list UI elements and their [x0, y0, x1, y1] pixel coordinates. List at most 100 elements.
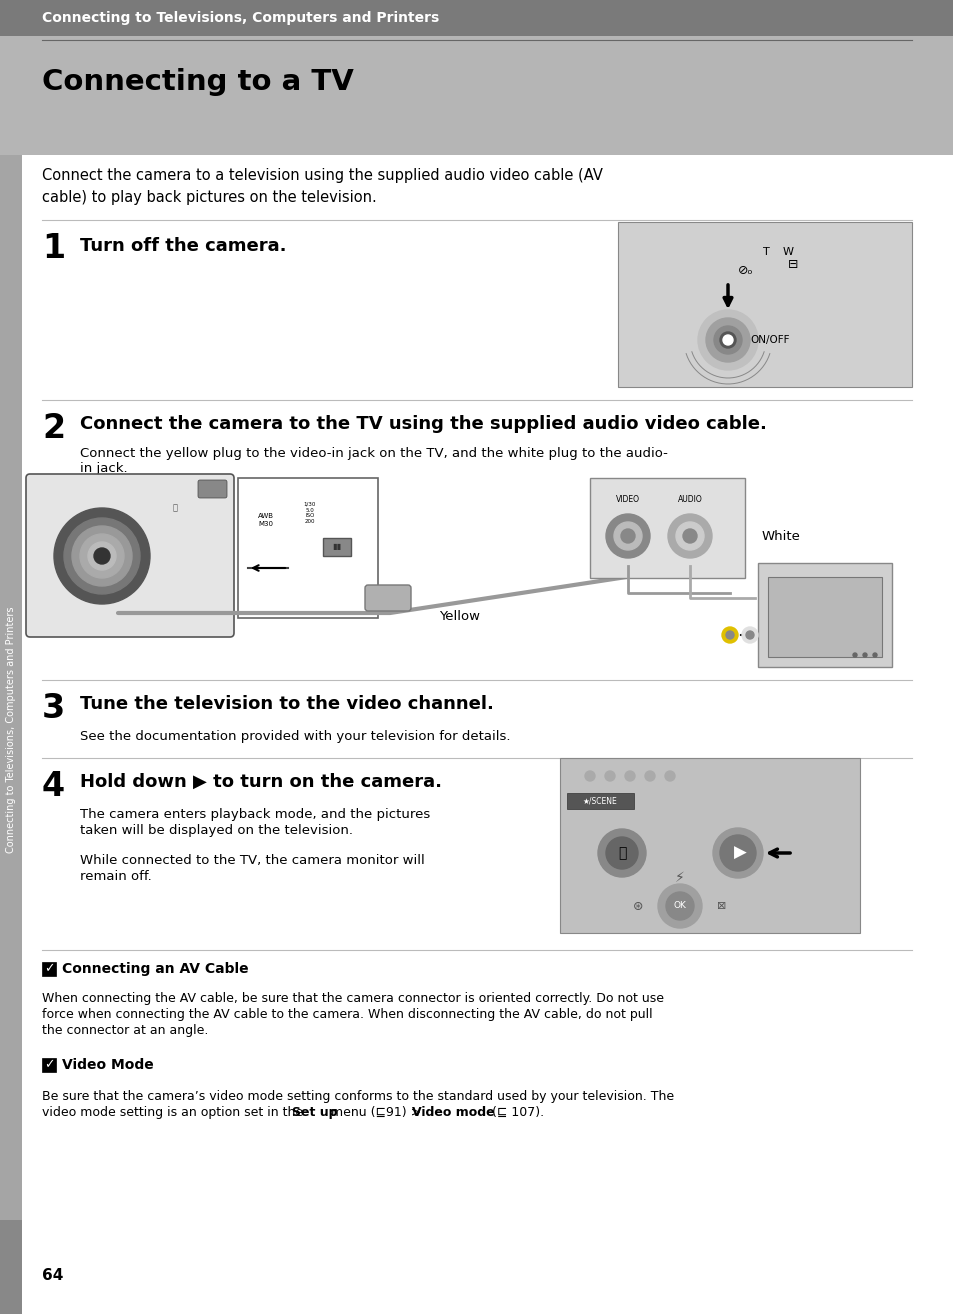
Text: video mode setting is an option set in the: video mode setting is an option set in t…: [42, 1106, 307, 1120]
FancyBboxPatch shape: [0, 0, 953, 35]
Text: ▶: ▶: [733, 844, 745, 862]
Text: Connect the camera to the TV using the supplied audio video cable.: Connect the camera to the TV using the s…: [80, 415, 766, 434]
Text: W: W: [781, 247, 793, 258]
Circle shape: [745, 631, 753, 639]
Text: menu (⊑91) >: menu (⊑91) >: [327, 1106, 425, 1120]
Circle shape: [852, 653, 856, 657]
Text: Connecting to Televisions, Computers and Printers: Connecting to Televisions, Computers and…: [42, 11, 438, 25]
Text: 📷: 📷: [618, 846, 625, 859]
FancyBboxPatch shape: [767, 577, 882, 657]
FancyBboxPatch shape: [323, 537, 351, 556]
Circle shape: [664, 771, 675, 781]
Text: See the documentation provided with your television for details.: See the documentation provided with your…: [80, 731, 510, 742]
Text: Set up: Set up: [292, 1106, 337, 1120]
Text: T: T: [761, 247, 768, 258]
Circle shape: [712, 828, 762, 878]
FancyBboxPatch shape: [42, 1058, 56, 1072]
Text: Yellow: Yellow: [439, 610, 480, 623]
Text: 2: 2: [42, 413, 65, 445]
Circle shape: [720, 834, 755, 871]
Text: in jack.: in jack.: [80, 463, 128, 474]
Circle shape: [584, 771, 595, 781]
Circle shape: [682, 530, 697, 543]
FancyBboxPatch shape: [237, 478, 377, 618]
Circle shape: [88, 541, 116, 570]
FancyBboxPatch shape: [26, 474, 233, 637]
FancyBboxPatch shape: [198, 480, 227, 498]
Text: Hold down ▶ to turn on the camera.: Hold down ▶ to turn on the camera.: [80, 773, 441, 791]
Circle shape: [605, 514, 649, 558]
FancyBboxPatch shape: [42, 962, 56, 976]
Text: Be sure that the camera’s video mode setting conforms to the standard used by yo: Be sure that the camera’s video mode set…: [42, 1091, 674, 1102]
Circle shape: [658, 884, 701, 928]
Text: ★/SCENE: ★/SCENE: [582, 796, 617, 805]
Circle shape: [624, 771, 635, 781]
Circle shape: [644, 771, 655, 781]
Text: ✓: ✓: [44, 1059, 54, 1071]
Text: ⊠: ⊠: [717, 901, 726, 911]
Circle shape: [54, 509, 150, 604]
Text: ⊘ₒ: ⊘ₒ: [738, 264, 753, 276]
Circle shape: [705, 318, 749, 361]
Circle shape: [667, 514, 711, 558]
Circle shape: [698, 310, 758, 371]
FancyBboxPatch shape: [0, 155, 953, 1314]
Text: (⊑ 107).: (⊑ 107).: [488, 1106, 543, 1120]
Text: The camera enters playback mode, and the pictures: The camera enters playback mode, and the…: [80, 808, 430, 821]
Text: Tune the television to the video channel.: Tune the television to the video channel…: [80, 695, 494, 714]
Text: Connect the yellow plug to the video-in jack on the TV, and the white plug to th: Connect the yellow plug to the video-in …: [80, 447, 667, 460]
Text: 1/30
5.0
ISO
200: 1/30 5.0 ISO 200: [303, 502, 315, 524]
Text: OK: OK: [673, 901, 686, 911]
Text: ⚡: ⚡: [675, 871, 684, 886]
FancyBboxPatch shape: [0, 0, 953, 155]
Text: taken will be displayed on the television.: taken will be displayed on the televisio…: [80, 824, 353, 837]
Text: ▮▮: ▮▮: [332, 543, 341, 552]
Circle shape: [862, 653, 866, 657]
Text: 3: 3: [42, 692, 65, 725]
Circle shape: [741, 627, 758, 643]
Circle shape: [614, 522, 641, 551]
Text: When connecting the AV cable, be sure that the camera connector is oriented corr: When connecting the AV cable, be sure th…: [42, 992, 663, 1005]
FancyBboxPatch shape: [0, 155, 22, 1314]
Circle shape: [598, 829, 645, 876]
Circle shape: [620, 530, 635, 543]
Circle shape: [94, 548, 110, 564]
Circle shape: [720, 332, 735, 348]
Text: Turn off the camera.: Turn off the camera.: [80, 237, 286, 255]
Text: remain off.: remain off.: [80, 870, 152, 883]
Text: force when connecting the AV cable to the camera. When disconnecting the AV cabl: force when connecting the AV cable to th…: [42, 1008, 652, 1021]
FancyBboxPatch shape: [365, 585, 411, 611]
Text: Connecting to Televisions, Computers and Printers: Connecting to Televisions, Computers and…: [6, 607, 16, 853]
Text: While connected to the TV, the camera monitor will: While connected to the TV, the camera mo…: [80, 854, 424, 867]
Circle shape: [665, 892, 693, 920]
Circle shape: [604, 771, 615, 781]
FancyBboxPatch shape: [589, 478, 744, 578]
Text: AWB
M30: AWB M30: [257, 514, 274, 527]
Circle shape: [722, 335, 732, 346]
Circle shape: [713, 326, 741, 353]
Text: VIDEO: VIDEO: [616, 495, 639, 505]
FancyBboxPatch shape: [566, 794, 634, 809]
Circle shape: [725, 631, 733, 639]
Circle shape: [872, 653, 876, 657]
Text: Connecting to a TV: Connecting to a TV: [42, 68, 354, 96]
FancyBboxPatch shape: [618, 222, 911, 388]
Text: the connector at an angle.: the connector at an angle.: [42, 1024, 208, 1037]
Text: Connect the camera to a television using the supplied audio video cable (AV: Connect the camera to a television using…: [42, 168, 602, 183]
Circle shape: [80, 533, 124, 578]
Text: 4: 4: [42, 770, 65, 803]
Text: White: White: [761, 530, 800, 543]
FancyBboxPatch shape: [0, 1219, 22, 1314]
Text: ⊟: ⊟: [787, 258, 798, 271]
Circle shape: [605, 837, 638, 869]
FancyBboxPatch shape: [559, 758, 859, 933]
Circle shape: [64, 518, 140, 594]
Text: Video mode: Video mode: [412, 1106, 494, 1120]
Text: ✓: ✓: [44, 962, 54, 975]
Text: 🎥: 🎥: [172, 503, 177, 512]
FancyBboxPatch shape: [758, 562, 891, 668]
Text: Video Mode: Video Mode: [62, 1058, 153, 1072]
Text: 1: 1: [42, 233, 65, 265]
Circle shape: [721, 627, 738, 643]
Text: ⊛: ⊛: [632, 900, 642, 912]
